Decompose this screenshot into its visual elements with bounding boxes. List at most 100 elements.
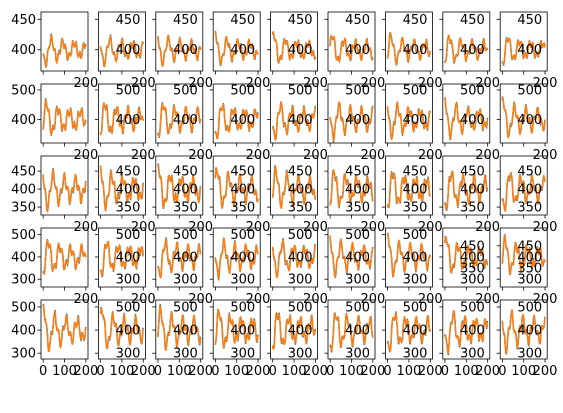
y-tick-label: 500 — [460, 300, 485, 315]
y-tick-label: 400 — [288, 113, 313, 128]
subplot-r0-c7: 400450200 — [439, 12, 500, 91]
y-tick-label: 350 — [116, 201, 141, 216]
subplot-r3-c4: 300400500200 — [267, 228, 328, 307]
y-tick-label: 350 — [403, 201, 428, 216]
series-0-line — [43, 34, 86, 67]
y-tick-label: 350 — [517, 201, 542, 216]
y-tick-label: 500 — [345, 228, 370, 243]
y-tick-label: 500 — [230, 300, 255, 315]
subplot-r2-c6: 350400450200 — [382, 156, 443, 235]
y-tick-label: 500 — [345, 83, 370, 98]
y-tick-label: 400 — [517, 183, 542, 198]
x-tick-label: 200 — [73, 220, 98, 235]
y-tick-label: 450 — [116, 165, 141, 180]
y-tick-label: 300 — [11, 273, 36, 288]
y-tick-label: 450 — [116, 13, 141, 28]
y-tick-label: 450 — [460, 165, 485, 180]
y-tick-label: 400 — [116, 113, 141, 128]
x-tick-label: 0 — [96, 364, 104, 379]
subplot-r0-c4: 400450200 — [267, 12, 328, 91]
y-tick-label: 450 — [517, 13, 542, 28]
y-tick-label: 400 — [173, 183, 198, 198]
subplot-r3-c1: 300 400 500 200 — [95, 228, 156, 307]
x-tick-label: 200 — [475, 148, 500, 163]
y-tick-label: 300 — [173, 347, 198, 362]
y-tick-label: 400 — [517, 324, 542, 339]
subplot-r2-c2: 350400450200 — [152, 156, 213, 235]
x-tick-label: 0 — [39, 364, 47, 379]
subplot-r0-c8: 400 450 200 — [497, 12, 558, 91]
subplot-r1-c5: 400 500 200 — [325, 83, 386, 163]
y-tick-label: 500 — [288, 300, 313, 315]
y-tick-label: 400 — [173, 324, 198, 339]
y-tick-label: 350 — [288, 201, 313, 216]
subplot-r2-c3: 350400450200 — [210, 156, 271, 235]
y-tick-label: 400 — [230, 250, 255, 265]
y-tick-label: 450 — [173, 165, 198, 180]
y-tick-label: 500 — [173, 300, 198, 315]
y-tick-label: 400 — [11, 324, 36, 339]
y-tick-label: 450 — [11, 165, 36, 180]
y-tick-label: 300 — [230, 347, 255, 362]
y-tick-label: 500 — [230, 83, 255, 98]
x-tick-label: 200 — [246, 364, 271, 379]
y-tick-label: 400 — [460, 113, 485, 128]
subplot-r0-c2: 400450200 — [152, 12, 213, 91]
y-tick-label: 500 — [403, 228, 428, 243]
y-tick-label: 400 — [345, 183, 370, 198]
y-tick-label: 500 — [460, 83, 485, 98]
y-tick-label: 300 — [11, 347, 36, 362]
series-1-line — [43, 241, 86, 274]
y-tick-label: 450 — [345, 165, 370, 180]
subplot-r0-c1: 400450200 — [95, 12, 156, 91]
y-tick-label: 500 — [288, 228, 313, 243]
subplot-r1-c8: 400500200 — [497, 83, 558, 163]
y-tick-label: 400 — [230, 183, 255, 198]
y-tick-label: 400 — [11, 250, 36, 265]
x-tick-label: 200 — [360, 148, 385, 163]
x-tick-label: 200 — [533, 364, 558, 379]
y-tick-label: 400 — [230, 113, 255, 128]
y-tick-label: 500 — [11, 300, 36, 315]
y-tick-label: 400 — [288, 43, 313, 58]
x-tick-label: 200 — [303, 364, 328, 379]
subplot-r2-c4: 350400450200 — [267, 156, 328, 235]
y-tick-label: 400 — [173, 250, 198, 265]
y-tick-label: 450 — [230, 13, 255, 28]
x-tick-label: 200 — [475, 364, 500, 379]
y-tick-label: 300 — [517, 347, 542, 362]
subplot-r3-c0: 300400500200 — [11, 228, 98, 307]
subplot-r3-c3: 300400500200 — [210, 228, 271, 307]
subplot-r1-c0: 400500200 — [11, 83, 98, 163]
series-1-line — [43, 100, 86, 136]
y-tick-label: 400 — [460, 324, 485, 339]
x-tick-label: 200 — [73, 364, 98, 379]
x-tick-label: 200 — [188, 148, 213, 163]
y-tick-label: 300 — [345, 273, 370, 288]
y-tick-label: 300 — [288, 347, 313, 362]
y-tick-label: 300 — [116, 273, 141, 288]
x-tick-label: 200 — [475, 220, 500, 235]
subplot-r0-c3: 400 450 200 — [210, 12, 271, 91]
y-tick-label: 350 — [345, 201, 370, 216]
y-tick-label: 400 — [288, 324, 313, 339]
subplot-r4-c8: 3004005000 100200 — [497, 300, 558, 379]
y-tick-label: 450 — [288, 165, 313, 180]
y-tick-label: 500 — [230, 228, 255, 243]
y-tick-label: 300 — [403, 347, 428, 362]
y-tick-label: 400 — [116, 43, 141, 58]
y-tick-label: 500 — [116, 228, 141, 243]
subplot-r4-c1: 3004005000 100200 — [95, 300, 156, 379]
y-tick-label: 400 — [517, 113, 542, 128]
y-tick-label: 500 — [345, 300, 370, 315]
y-tick-label: 400 — [403, 250, 428, 265]
x-tick-label: 200 — [131, 148, 156, 163]
subplot-r2-c8: 350 400 450 200 — [497, 156, 558, 235]
x-tick-label: 200 — [533, 148, 558, 163]
y-tick-label: 500 — [517, 300, 542, 315]
subplot-r3-c6: 300400500200 — [382, 228, 443, 307]
x-tick-label: 200 — [73, 148, 98, 163]
x-tick-label: 200 — [188, 364, 213, 379]
